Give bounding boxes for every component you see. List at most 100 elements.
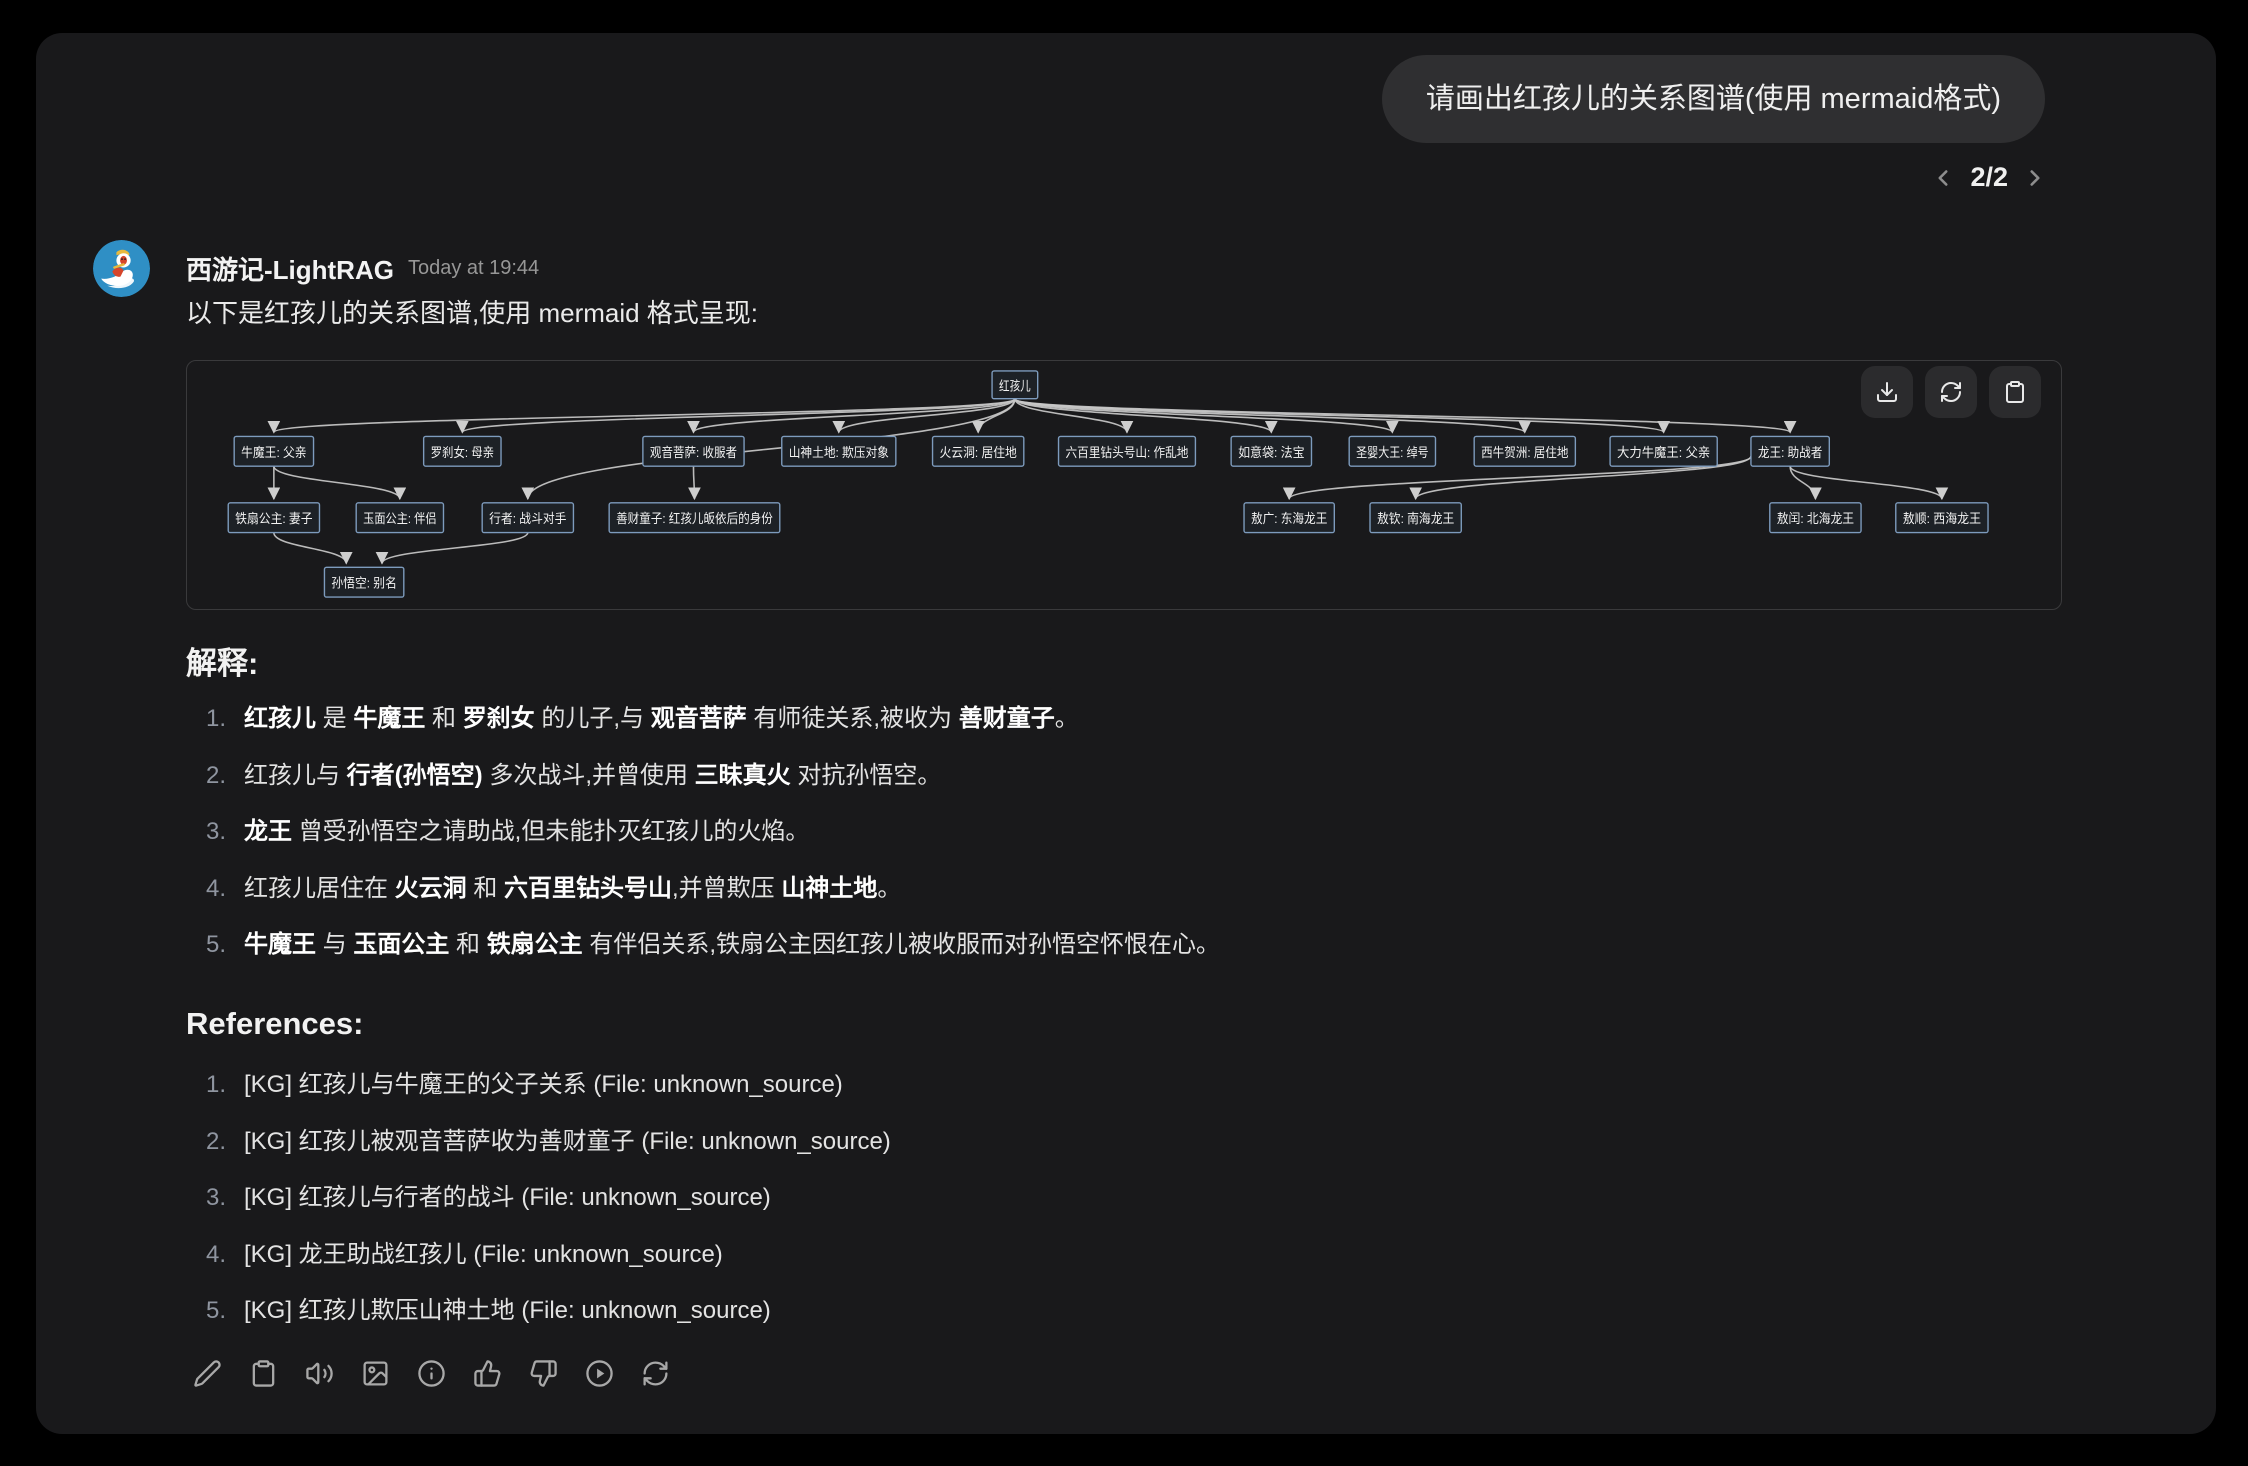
svg-text:圣婴大王: 绰号: 圣婴大王: 绰号 [1356,445,1428,460]
list-number: 5. [205,1297,226,1324]
thumbs-down-button[interactable] [526,1356,560,1390]
svg-text:玉面公主: 伴侣: 玉面公主: 伴侣 [363,511,436,526]
regenerate-diagram-button[interactable] [1925,366,1977,418]
thumbs-down-icon [530,1359,557,1387]
speaker-icon [305,1362,333,1384]
assistant-intro-text: 以下是红孩儿的关系图谱,使用 mermaid 格式呈现: [186,298,759,328]
graph-edge [1789,466,1822,501]
clipboard-icon [2006,381,2024,403]
explanation-list: 1. 红孩儿 是 牛魔王 和 罗刹女 的儿子,与 观音菩萨 有师徒关系,被收为 善… [192,702,1220,985]
list-item: 1. 红孩儿 是 牛魔王 和 罗刹女 的儿子,与 观音菩萨 有师徒关系,被收为 善… [192,702,1220,736]
list-number: 4. [205,1240,226,1268]
edit-button[interactable] [190,1356,224,1390]
thumbs-up-button[interactable] [470,1356,504,1390]
svg-text:大力牛魔王: 父亲: 大力牛魔王: 父亲 [1617,445,1710,460]
diagram-node: 西牛贺洲: 居住地 [1473,435,1577,467]
read-aloud-button[interactable] [302,1356,336,1390]
list-number: 5. [205,931,226,958]
svg-text:铁扇公主: 妻子: 铁扇公主: 妻子 [235,511,312,526]
list-text: 龙王 曾受孙悟空之请助战,但未能扑灭红孩儿的火焰。 [244,818,810,845]
graph-edge [1014,397,1399,434]
svg-text:西牛贺洲: 居住地: 西牛贺洲: 居住地 [1481,445,1568,460]
regenerate-button[interactable] [638,1356,672,1390]
monkey-avatar-icon [93,240,150,297]
thumbs-up-icon [473,1359,500,1387]
diagram-node: 观音菩萨: 收服者 [642,435,745,467]
diagram-node: 玉面公主: 伴侣 [355,502,445,534]
user-message-bubble: 请画出红孩儿的关系图谱(使用 mermaid格式) [1381,55,2045,143]
assistant-message-header: 西游记-LightRAG Today at 19:44 [93,240,539,297]
svg-text:行者: 战斗对手: 行者: 战斗对手 [489,511,566,526]
graph-edge [1789,465,1949,501]
list-item: 5. 牛魔王 与 玉面公主 和 铁扇公主 有伴侣关系,铁扇公主因红孩儿被收服而对孙… [192,928,1220,962]
continue-button[interactable] [582,1356,616,1390]
list-item: 3. [KG] 红孩儿与行者的战斗 (File: unknown_source) [192,1181,891,1215]
next-response-button[interactable] [2022,165,2048,191]
list-item: 5. [KG] 红孩儿欺压山神土地 (File: unknown_source) [192,1294,891,1328]
copy-button[interactable] [246,1356,280,1390]
diagram-node: 孙悟空: 别名 [323,566,405,598]
list-item: 3. 龙王 曾受孙悟空之请助战,但未能扑灭红孩儿的火焰。 [192,815,1220,849]
diagram-node: 如意袋: 法宝 [1230,435,1313,467]
graph-edge [1014,397,1796,434]
diagram-node: 龙王: 助战者 [1750,435,1831,467]
svg-text:如意袋: 法宝: 如意袋: 法宝 [1238,445,1305,460]
pencil-icon [193,1359,221,1387]
diagram-node: 圣婴大王: 绰号 [1348,435,1437,467]
graph-edge [1014,398,1134,434]
list-number: 1. [205,705,226,732]
play-circle-icon [585,1359,613,1387]
svg-text:敖钦: 南海龙王: 敖钦: 南海龙王 [1377,511,1454,526]
graph-edge [1409,455,1752,501]
list-item: 2. [KG] 红孩儿被观音菩萨收为善财童子 (File: unknown_sou… [192,1125,891,1159]
app-window [36,33,2216,1434]
svg-text:红孩儿: 红孩儿 [999,378,1031,393]
diagram-node: 敖顺: 西海龙王 [1895,502,1989,534]
list-item: 1. [KG] 红孩儿与牛魔王的父子关系 (File: unknown_sourc… [192,1068,891,1102]
references-heading: References: [186,1006,364,1041]
diagram-node: 行者: 战斗对手 [481,502,575,534]
graph-edge [456,397,1016,434]
diagram-node: 火云洞: 居住地 [931,435,1025,467]
clipboard-icon [252,1359,274,1387]
svg-text:火云洞: 居住地: 火云洞: 居住地 [939,445,1016,460]
list-text: 红孩儿 是 牛魔王 和 罗刹女 的儿子,与 观音菩萨 有师徒关系,被收为 善财童… [244,705,1079,732]
svg-text:善财童子: 红孩儿皈依后的身份: 善财童子: 红孩儿皈依后的身份 [616,511,773,526]
diagram-node: 罗刹女: 母亲 [422,435,502,467]
diagram-node: 敖闰: 北海龙王 [1769,502,1862,534]
svg-text:龙王: 助战者: 龙王: 助战者 [1758,445,1823,460]
diagram-node: 山神土地: 欺压对象 [781,435,897,467]
graph-edge [1014,397,1670,434]
chevron-right-icon [2030,169,2040,186]
info-icon [417,1359,445,1387]
list-number: 3. [205,1184,226,1211]
diagram-node: 红孩儿 [991,370,1039,400]
list-text: 红孩儿居住在 火云洞 和 六百里钻头号山,并曾欺压 山神土地。 [244,874,902,902]
diagram-node: 大力牛魔王: 父亲 [1609,435,1718,467]
diagram-node: 六百里钻头号山: 作乱地 [1057,435,1197,467]
svg-text:六百里钻头号山: 作乱地: 六百里钻头号山: 作乱地 [1065,445,1188,460]
info-button[interactable] [414,1356,448,1390]
chevron-left-icon [1938,169,1949,186]
graph-edge [832,398,1016,434]
svg-text:孙悟空: 别名: 孙悟空: 别名 [331,576,396,591]
graph-edge [268,397,1016,434]
list-item: 4. [KG] 龙王助战红孩儿 (File: unknown_source) [192,1238,891,1272]
svg-text:罗刹女: 母亲: 罗刹女: 母亲 [431,445,494,460]
diagram-node: 铁扇公主: 妻子 [227,502,321,534]
download-diagram-button[interactable] [1861,366,1913,418]
copy-diagram-button[interactable] [1989,366,2041,418]
message-pagination: 2/2 [1930,162,2048,193]
list-text: [KG] 红孩儿与牛魔王的父子关系 (File: unknown_source) [244,1071,843,1098]
refresh-icon [642,1360,668,1386]
view-image-button[interactable] [358,1356,392,1390]
graph-edge [273,465,407,501]
list-text: 红孩儿与 行者(孙悟空) 多次战斗,并曾使用 三昧真火 对抗孙悟空。 [244,761,942,789]
list-number: 3. [205,818,226,845]
previous-response-button[interactable] [1930,165,1956,191]
message-timestamp: Today at 19:44 [407,257,540,279]
svg-text:牛魔王: 父亲: 牛魔王: 父亲 [241,445,306,460]
mermaid-diagram-panel: 红孩儿牛魔王: 父亲 罗刹女: 母亲 观音菩萨: 收服者 山神土地: 欺压对象 火云洞:… [186,360,2062,610]
list-text: [KG] 龙王助战红孩儿 (File: unknown_source) [244,1240,723,1268]
image-icon [362,1360,388,1386]
